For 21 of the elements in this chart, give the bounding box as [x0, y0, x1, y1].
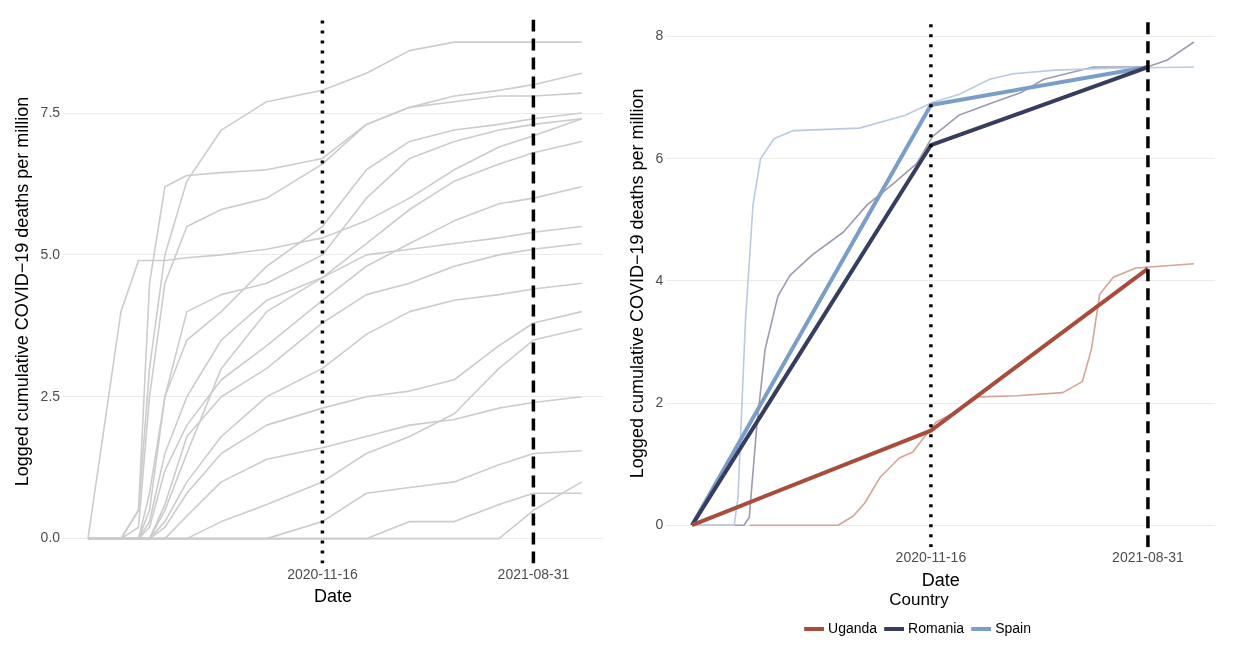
y-tick-label: 0 — [655, 516, 664, 533]
x-axis-title: Date — [921, 569, 960, 590]
x-axis-title: Date — [314, 586, 353, 607]
legend-title: Country — [889, 589, 950, 609]
y-tick-label: 5.0 — [40, 245, 61, 262]
y-axis-title: Logged cumulative COVID−19 deaths per million — [626, 88, 647, 479]
x-tick-label: 2021-08-31 — [497, 565, 570, 582]
x-tick-label: 2020-11-16 — [895, 549, 967, 566]
y-axis-title: Logged cumulative COVID−19 deaths per million — [11, 96, 32, 487]
y-tick-label: 8 — [655, 27, 664, 44]
x-tick-label: 2020-11-16 — [287, 565, 358, 582]
y-tick-label: 4 — [655, 271, 664, 288]
legend-label: Romania — [908, 619, 965, 636]
y-tick-label: 2.5 — [40, 387, 61, 404]
y-tick-label: 2 — [655, 393, 664, 410]
x-tick-label: 2021-08-31 — [1112, 549, 1184, 566]
y-tick-label: 0.0 — [40, 529, 61, 546]
y-tick-label: 6 — [655, 149, 664, 166]
legend-label: Uganda — [828, 619, 878, 636]
legend-label: Spain — [995, 619, 1031, 636]
y-tick-label: 7.5 — [40, 103, 61, 120]
